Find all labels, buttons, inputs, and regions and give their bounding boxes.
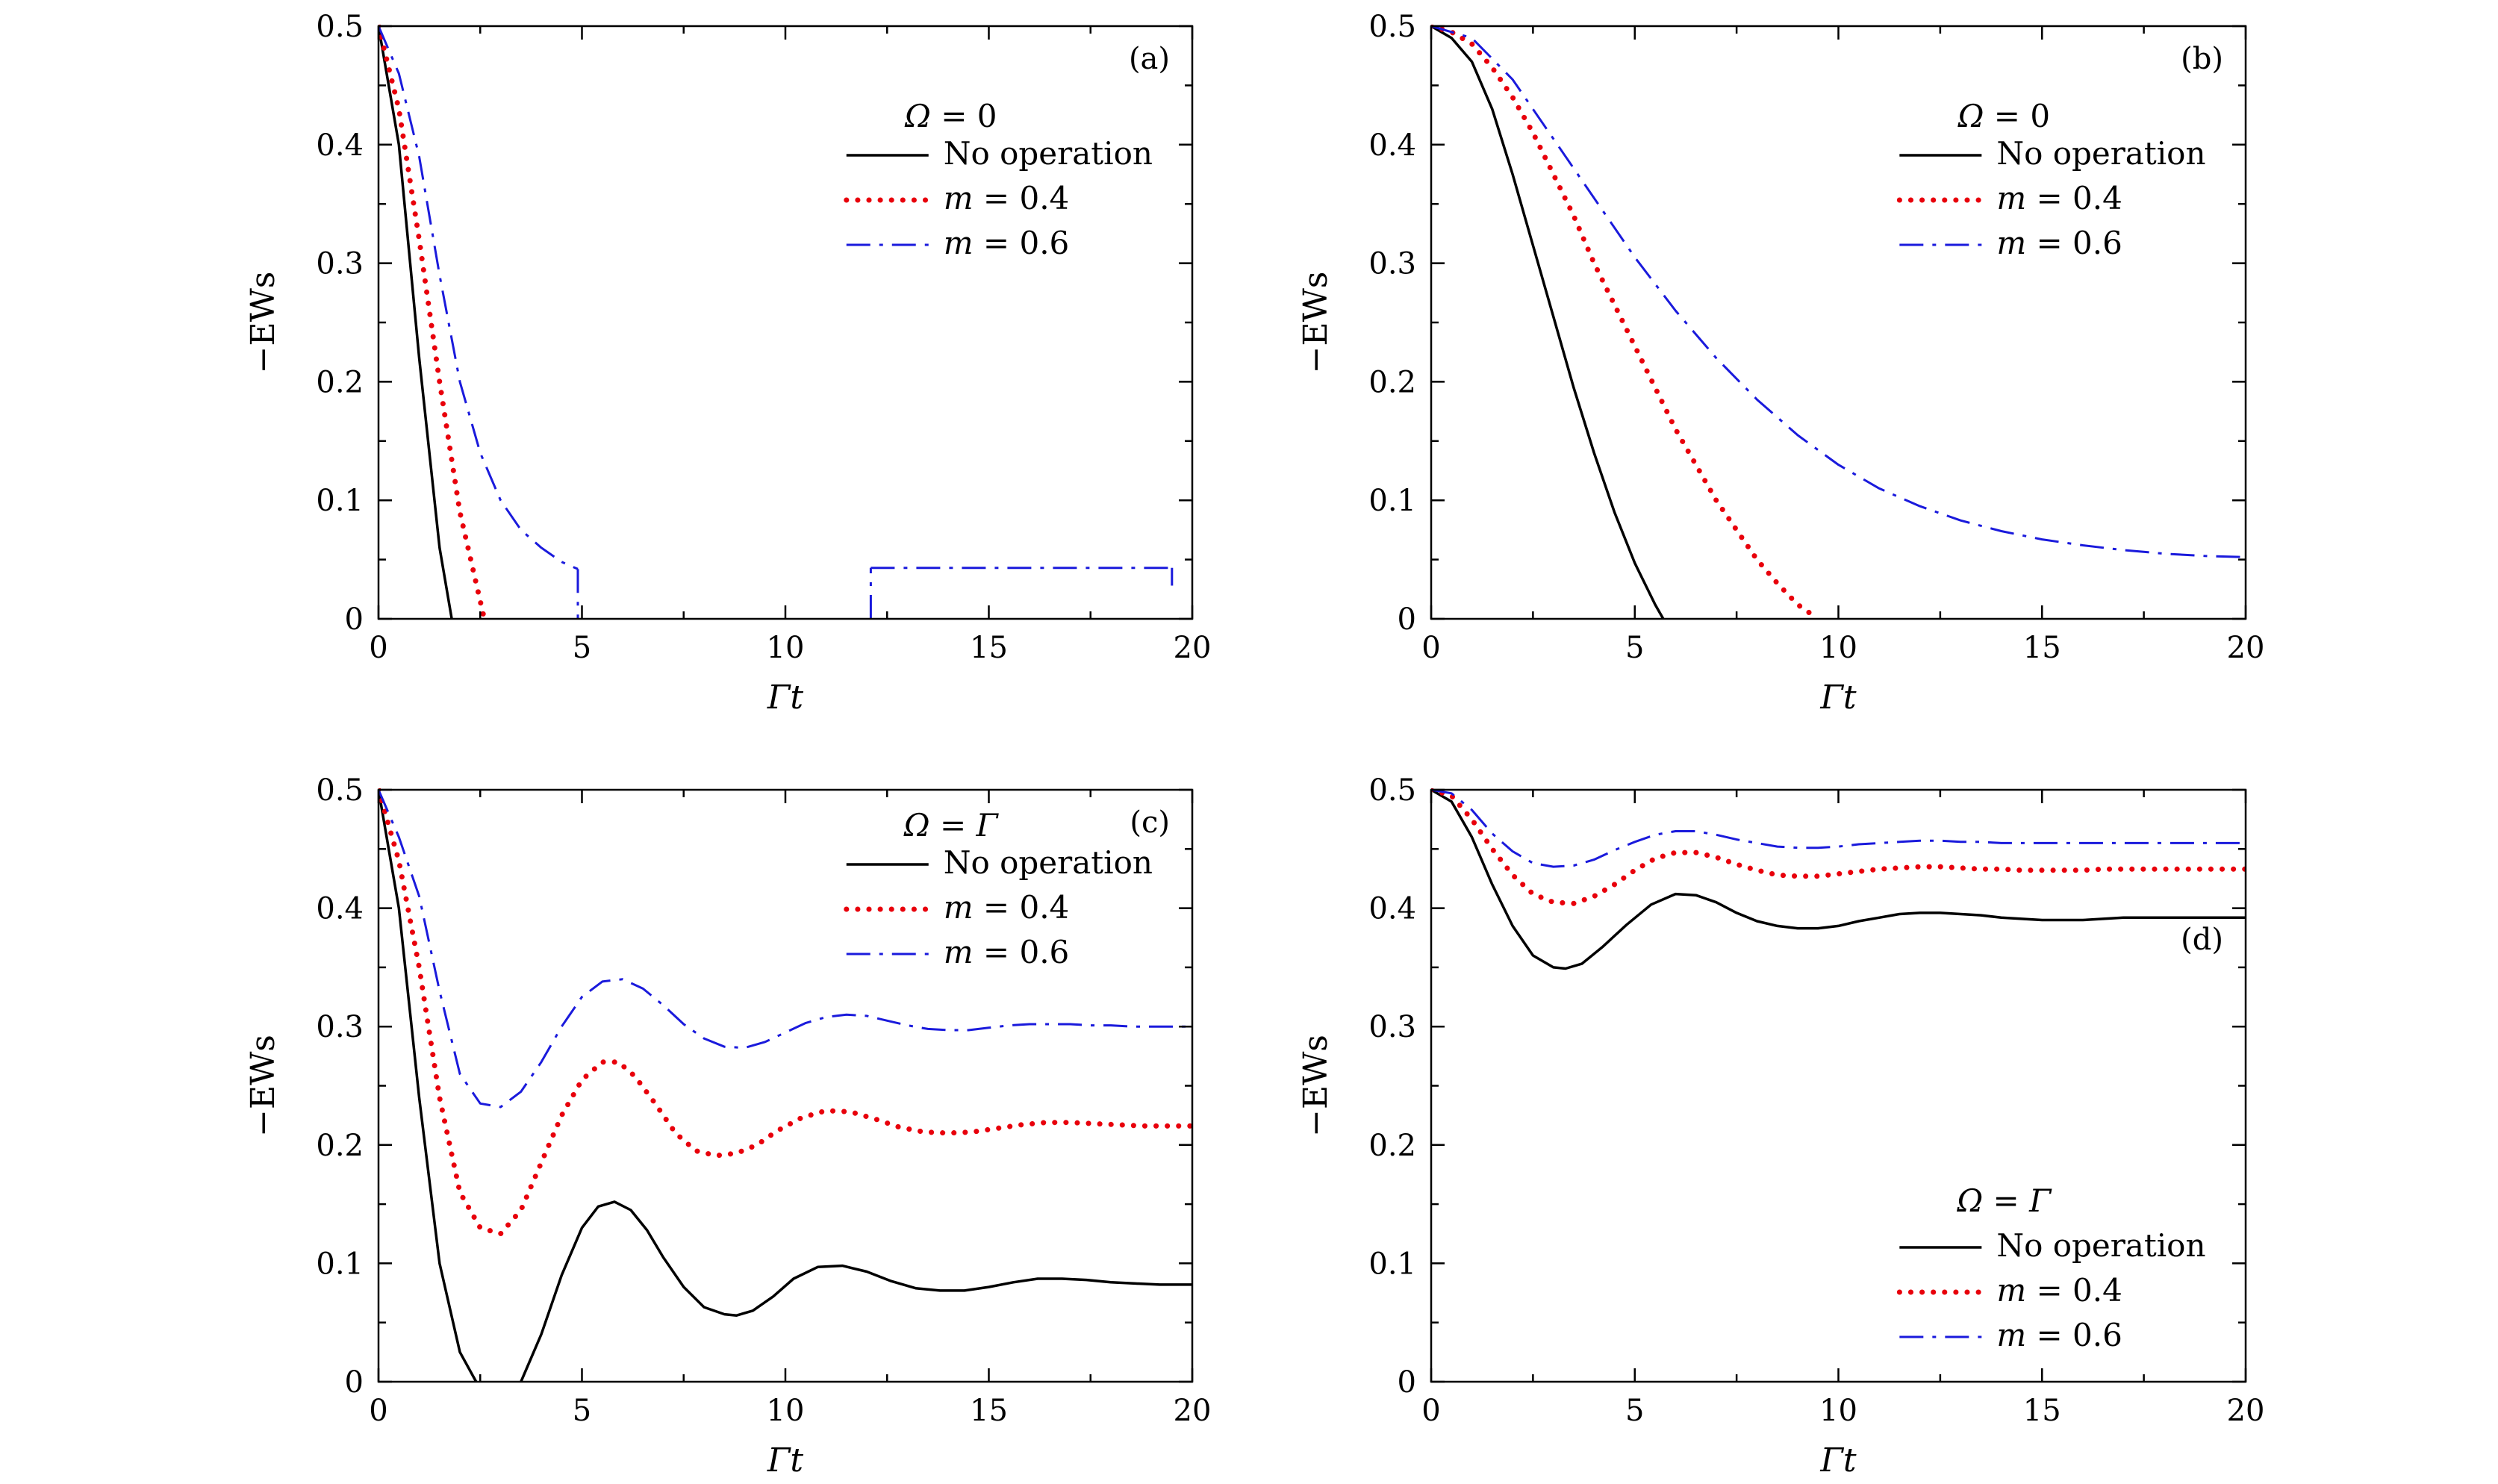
chart-panel-c: 0 5 10 15 20 0 0.1 0.2 0.3 0.4 0.5 Γt −EWs (c) Ω = ΓNo…: [244, 773, 1211, 1480]
y-tick-label: 0.1: [316, 1247, 364, 1281]
chart-panel-a: 0 5 10 15 20 0 0.1 0.2 0.3 0.4 0.5 Γt −EWs (a) Ω = 0No…: [244, 10, 1211, 717]
y-tick-label: 0.5: [1368, 10, 1416, 44]
x-tick-label: 0: [369, 631, 387, 665]
series-dotted-3-0: [1431, 788, 2246, 906]
x-tick-label: 5: [1625, 1394, 1644, 1428]
legend-label: No operation: [1996, 1227, 2205, 1264]
y-tick-label: 0.2: [1368, 1129, 1416, 1163]
legend-title: Ω = Γ: [903, 807, 1000, 844]
y-tick-label: 0.3: [316, 247, 364, 281]
x-tick-label: 0: [1421, 1394, 1440, 1428]
legend-label: No operation: [1996, 135, 2205, 172]
y-tick-label: 0.2: [316, 365, 364, 399]
plot-frame: [377, 25, 1194, 620]
x-tick-label: 15: [2023, 1394, 2061, 1428]
series-solid-3-0: [1431, 788, 2246, 970]
panel-label: (d): [2181, 923, 2223, 957]
y-tick-label: 0.5: [316, 773, 364, 808]
y-tick-label: 0.3: [1368, 247, 1416, 281]
y-tick-label: 0.2: [316, 1129, 364, 1163]
y-tick-label: 0.4: [316, 128, 364, 163]
legend-label: m = 0.6: [1996, 1317, 2122, 1353]
y-tick-label: 0: [345, 1365, 364, 1400]
y-tick-label: 0: [1398, 602, 1416, 637]
y-tick-label: 0.3: [1368, 1010, 1416, 1044]
legend-label: m = 0.6: [1996, 225, 2122, 261]
y-axis-title: −EWs: [244, 1035, 282, 1137]
x-tick-label: 20: [1174, 631, 1212, 665]
x-axis-title: Γt: [1819, 1441, 1857, 1480]
series-solid-2-0: [379, 789, 478, 1382]
panel-label: (b): [2181, 42, 2223, 76]
y-tick-label: 0: [1398, 1365, 1416, 1400]
x-axis-title: Γt: [767, 1441, 804, 1480]
series-solid-0-0: [379, 25, 453, 620]
x-tick-label: 20: [2227, 631, 2265, 665]
legend-label: No operation: [944, 135, 1153, 172]
legend-title: Ω = 0: [1957, 98, 2050, 134]
series-solid-1-0: [1431, 25, 1665, 620]
legend-label: m = 0.4: [944, 889, 1070, 926]
panel-label: (a): [1129, 42, 1170, 76]
x-tick-label: 10: [767, 631, 805, 665]
y-tick-label: 0.4: [1368, 128, 1416, 163]
plot-frame: [1430, 25, 2247, 620]
x-tick-label: 20: [1174, 1394, 1212, 1428]
x-tick-label: 15: [970, 1394, 1008, 1428]
x-tick-label: 5: [573, 1394, 591, 1428]
legend-label: m = 0.6: [944, 934, 1070, 970]
chart-panel-b: 0 5 10 15 20 0 0.1 0.2 0.3 0.4 0.5 Γt −EWs (b) Ω = 0No…: [1297, 10, 2264, 717]
legend-label: m = 0.4: [944, 180, 1070, 216]
y-tick-label: 0.3: [316, 1010, 364, 1044]
y-tick-label: 0.2: [1368, 365, 1416, 399]
y-tick-label: 0.1: [1368, 484, 1416, 518]
y-tick-label: 0: [345, 602, 364, 637]
y-tick-label: 0.1: [1368, 1247, 1416, 1281]
x-tick-label: 10: [1819, 631, 1857, 665]
x-tick-label: 15: [970, 631, 1008, 665]
series-dotted-1-0: [1431, 25, 1821, 620]
legend-title: Ω = Γ: [1956, 1182, 2052, 1219]
y-tick-label: 0.5: [1368, 773, 1416, 808]
series-dashdot-0-0: [379, 25, 579, 570]
series-dashdot-1-0: [1431, 25, 2246, 558]
y-tick-label: 0.1: [316, 484, 364, 518]
x-tick-label: 5: [573, 631, 591, 665]
y-tick-label: 0.5: [316, 10, 364, 44]
legend-label: m = 0.4: [1996, 1272, 2122, 1309]
y-axis-title: −EWs: [1297, 272, 1335, 374]
series-dotted-2-0: [379, 788, 1192, 1237]
x-tick-label: 0: [1421, 631, 1440, 665]
series-dashdot-2-0: [379, 789, 1192, 1109]
x-tick-label: 10: [1819, 1394, 1857, 1428]
legend-title: Ω = 0: [904, 98, 997, 134]
x-tick-label: 20: [2227, 1394, 2265, 1428]
plot-frame: [1430, 788, 2247, 1383]
legend-label: m = 0.4: [1996, 180, 2122, 216]
x-tick-label: 15: [2023, 631, 2061, 665]
x-tick-label: 5: [1625, 631, 1644, 665]
x-tick-label: 10: [767, 1394, 805, 1428]
x-axis-title: Γt: [767, 679, 804, 717]
legend-label: m = 0.6: [944, 225, 1070, 261]
y-tick-label: 0.4: [1368, 892, 1416, 926]
y-axis-title: −EWs: [244, 272, 282, 374]
series-solid-2-1: [520, 1200, 1192, 1382]
panel-label: (c): [1130, 805, 1170, 840]
chart-panel-d: 0 5 10 15 20 0 0.1 0.2 0.3 0.4 0.5 Γt −EWs (d) Ω = Γ No…: [1297, 773, 2264, 1480]
x-axis-title: Γt: [1819, 679, 1857, 717]
x-tick-label: 0: [369, 1394, 387, 1428]
legend-label: No operation: [944, 844, 1153, 881]
y-axis-title: −EWs: [1297, 1035, 1335, 1137]
y-tick-label: 0.4: [316, 892, 364, 926]
